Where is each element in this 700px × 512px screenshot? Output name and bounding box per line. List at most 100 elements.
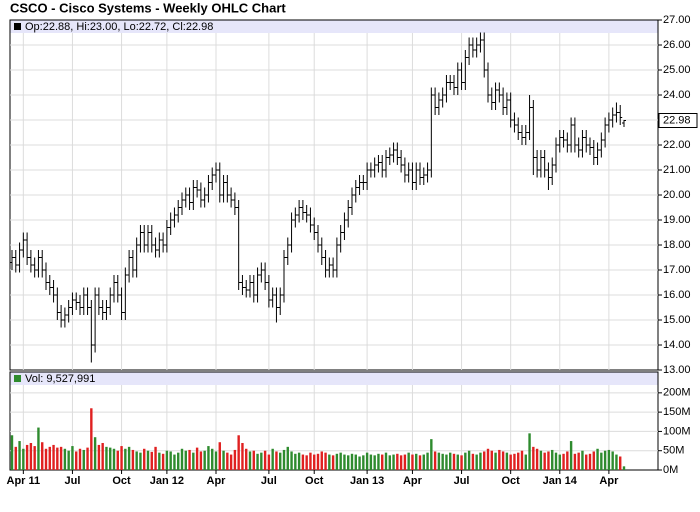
volume-bar [139, 452, 142, 470]
volume-bar [120, 446, 123, 470]
volume-bar [25, 444, 29, 470]
volume-legend-band [10, 372, 658, 385]
volume-bar [290, 451, 293, 470]
x-tick-label: Oct [305, 475, 324, 487]
volume-bar [415, 453, 418, 470]
volume-bar [301, 454, 305, 470]
volume-bar [33, 446, 36, 470]
volume-bar [320, 451, 323, 470]
y-tick-label: 24.00 [663, 89, 691, 101]
volume-bar [71, 446, 74, 470]
volume-bar [165, 450, 169, 470]
y-tick-label: 20.00 [663, 189, 691, 201]
volume-bar [399, 455, 403, 470]
volume-bar [392, 454, 395, 470]
volume-bar [143, 448, 146, 470]
x-tick-label: Apr [599, 475, 619, 487]
y-tick-label: 14.00 [663, 339, 691, 351]
volume-bar [498, 449, 501, 470]
volume-bar [562, 453, 565, 470]
volume-bar [267, 454, 271, 470]
volume-bar [551, 449, 554, 470]
volume-bar [373, 455, 376, 470]
volume-bar [214, 451, 218, 470]
volume-bar [109, 447, 112, 470]
volume-bar [554, 452, 558, 470]
y-tick-label: 17.00 [663, 264, 691, 276]
volume-bar [97, 444, 101, 470]
volume-bar [309, 452, 312, 470]
volume-bar [607, 449, 611, 470]
volume-bar [177, 452, 180, 470]
volume-legend-swatch [14, 375, 21, 382]
volume-bar [211, 448, 214, 470]
volume-bar [384, 452, 388, 470]
volume-bar [93, 437, 97, 470]
volume-bar [577, 452, 580, 470]
volume-bar [90, 408, 93, 470]
last-price-label: 22.98 [663, 114, 691, 126]
volume-bar [335, 453, 339, 470]
last-price-box [658, 113, 698, 128]
volume-bar [573, 453, 577, 470]
price-legend-swatch [14, 23, 21, 30]
volume-bar [135, 451, 138, 470]
x-tick-label: Jan 14 [543, 475, 578, 487]
volume-bar [158, 452, 161, 470]
volume-bar [146, 450, 150, 470]
volume-bar [619, 456, 622, 470]
y-tick-label: 22.00 [663, 139, 691, 151]
price-legend: Op:22.88, Hi:23.00, Lo:22.72, Cl:22.98 [25, 21, 213, 33]
volume-bar [18, 441, 21, 470]
price-legend-band [10, 20, 658, 33]
x-tick-label: Apr [207, 475, 227, 487]
volume-tick-label: 200M [663, 387, 691, 399]
volume-bar [603, 450, 607, 470]
volume-bar [422, 454, 425, 470]
volume-bar [513, 453, 516, 470]
volume-bar [460, 455, 463, 470]
x-tick-label: Oct [112, 475, 131, 487]
volume-bar [297, 452, 301, 470]
volume-bar [524, 454, 527, 470]
volume-bar [467, 450, 471, 470]
volume-bar [131, 449, 135, 470]
volume-bar [596, 448, 599, 470]
volume-bar [517, 452, 520, 470]
volume-bar [622, 466, 626, 470]
volume-bar [328, 454, 331, 470]
volume-bar [188, 449, 191, 470]
y-tick-label: 19.00 [663, 214, 691, 226]
x-tick-label: Jan 12 [150, 475, 184, 487]
volume-bar [44, 448, 48, 470]
volume-bar [611, 451, 614, 470]
volume-bar [505, 452, 509, 470]
volume-bar [441, 453, 444, 470]
volume-bar [233, 449, 237, 470]
y-tick-label: 13.00 [663, 364, 691, 376]
volume-bar [581, 450, 584, 470]
volume-bar [532, 446, 535, 470]
volume-bar [509, 454, 512, 470]
volume-bar [324, 452, 327, 470]
volume-bar [433, 451, 437, 470]
volume-bar [449, 452, 452, 470]
volume-bar [222, 450, 225, 470]
volume-bar [37, 427, 40, 470]
volume-bar [41, 442, 44, 470]
y-tick-label: 21.00 [663, 164, 691, 176]
y-tick-label: 27.00 [663, 14, 691, 26]
volume-bar [150, 451, 153, 470]
volume-bar [279, 452, 282, 470]
volume-bar [354, 454, 357, 470]
y-tick-label: 26.00 [663, 39, 691, 51]
volume-bar [585, 454, 588, 470]
volume-bar [343, 454, 346, 470]
volume-bar [67, 450, 70, 470]
volume-bar [437, 452, 441, 470]
volume-bar [313, 454, 316, 470]
x-tick-label: Oct [501, 475, 520, 487]
volume-bar [535, 448, 539, 470]
